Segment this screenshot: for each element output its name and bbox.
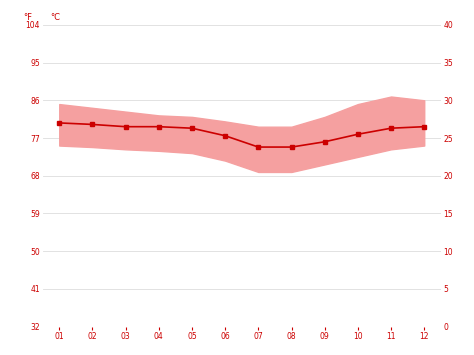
Text: °C: °C bbox=[51, 13, 61, 22]
Text: °F: °F bbox=[23, 13, 32, 22]
